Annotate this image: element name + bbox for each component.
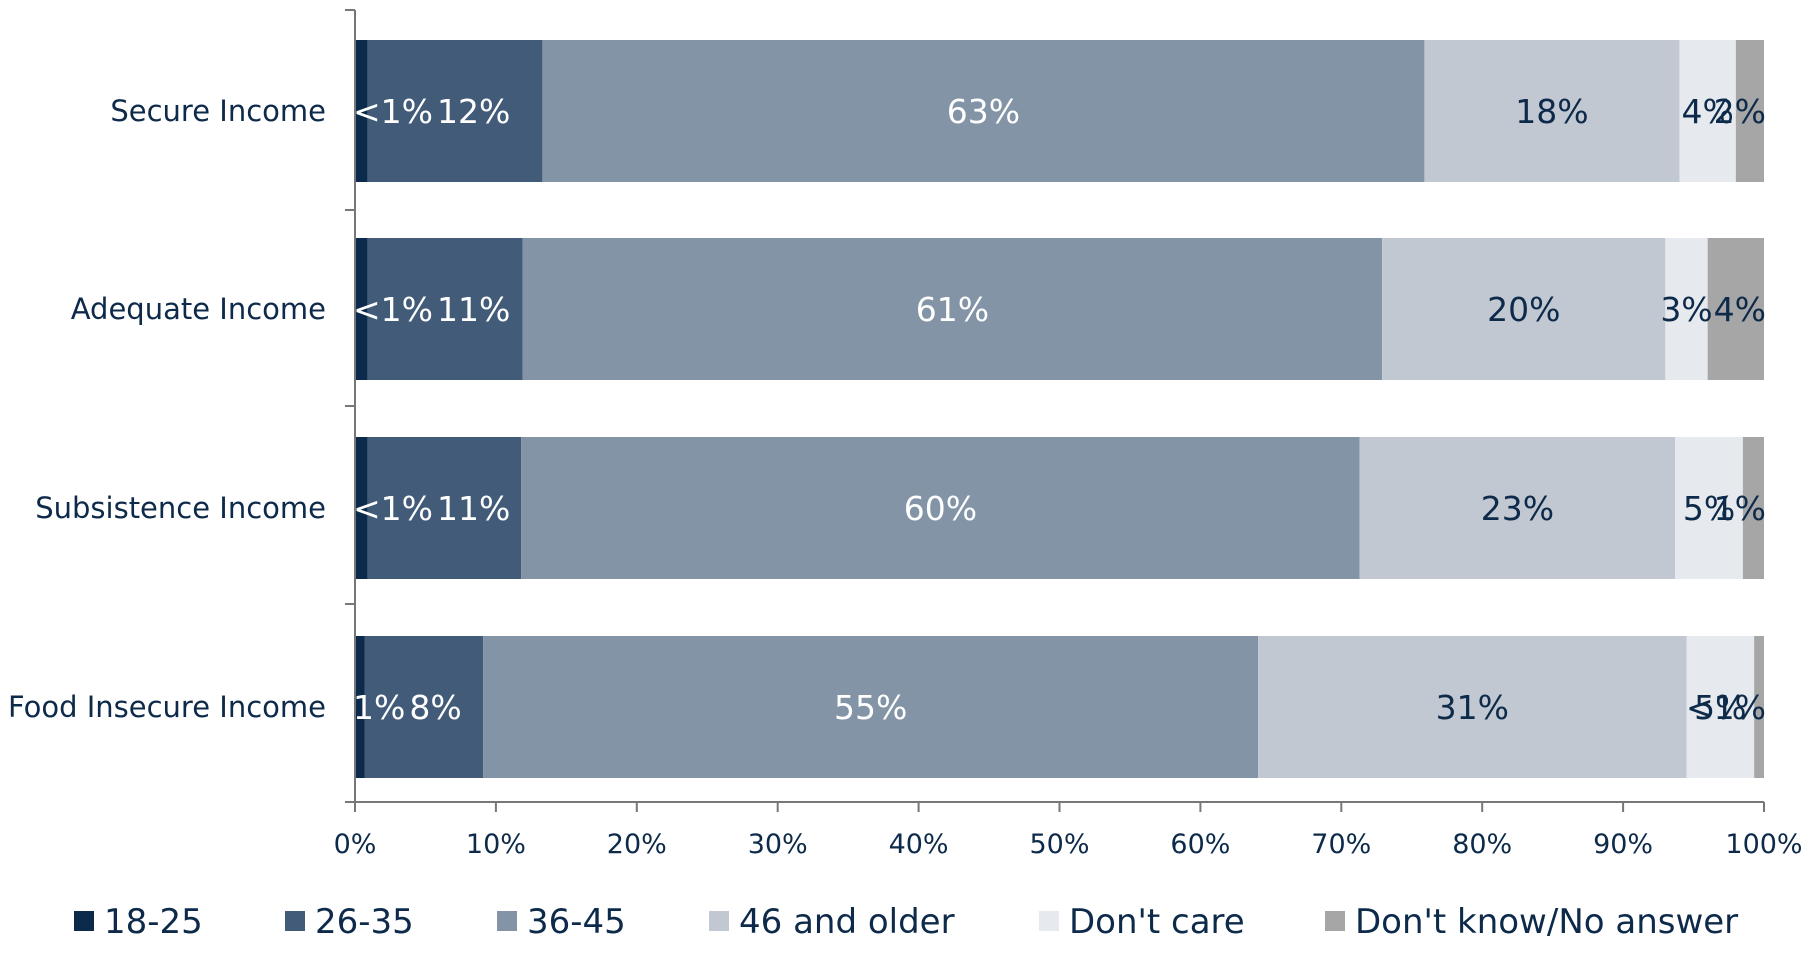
bar-segment [367,437,522,579]
bar-segment [1754,636,1764,778]
category-label: Secure Income [110,94,326,128]
legend-label: Don't know/No answer [1355,902,1738,942]
bar-segment [1382,238,1666,380]
bar-segment [522,238,1383,380]
legend-swatch [285,911,305,931]
x-tick-label: 100% [1725,829,1802,860]
legend-label: Don't care [1069,902,1245,942]
bar-segment [521,437,1360,579]
data-label: 12% [437,92,510,131]
bars-layer: <1% 12% 63% 18% 4%2%<1% 11% 61% 20% 3% 4%<1% 11% 60… [353,40,1766,778]
bar-segment [367,40,543,182]
legend-swatch [1039,911,1059,931]
legend-swatch [1325,911,1345,931]
data-label: 63% [947,92,1020,131]
data-label: 18% [1515,92,1588,131]
legend-swatch [497,911,517,931]
bar-segment [1424,40,1680,182]
data-label: <1% [353,92,433,131]
bar-segment [1359,437,1676,579]
data-label: 1% [1714,489,1766,528]
data-label: 31% [1436,688,1509,727]
legend-swatch [709,911,729,931]
axis-layer: Secure Income Adequate Income Subsistence … [8,9,1803,860]
x-tick-label: 80% [1452,829,1512,860]
data-label: 5% [1683,489,1735,528]
x-tick-label: 10% [466,829,526,860]
data-label: 61% [916,290,989,329]
bar-segment [1665,238,1708,380]
data-label: 20% [1487,290,1560,329]
bar-segment [1742,437,1764,579]
bar-segment [364,636,484,778]
bar-segment [355,40,368,182]
data-label: 11% [437,489,510,528]
data-label: 5% [1694,688,1746,727]
bar-segment [1707,238,1764,380]
x-tick-label: 20% [607,829,667,860]
data-label: 60% [904,489,977,528]
x-tick-label: 60% [1170,829,1230,860]
data-label: 1% [353,688,405,727]
legend: 18-25 26-35 36-45 46 and older Don't care Don… [74,902,1738,942]
category-label: Food Insecure Income [8,690,326,724]
data-label: 2% [1714,92,1766,131]
data-label: 55% [834,688,907,727]
bar-segment [542,40,1425,182]
bar-segment [483,636,1259,778]
x-tick-label: 90% [1593,829,1653,860]
data-label: 23% [1481,489,1554,528]
data-label: 3% [1660,290,1712,329]
data-label: 4% [1714,290,1766,329]
bar-segment [1735,40,1764,182]
data-label: <1% [353,489,433,528]
data-label: 11% [437,290,510,329]
x-tick-label: 70% [1311,829,1371,860]
x-tick-label: 0% [334,829,377,860]
bar-segment [1258,636,1687,778]
bar-segment [1686,636,1755,778]
category-label: Subsistence Income [35,491,326,525]
x-tick-label: 40% [889,829,949,860]
data-label: 4% [1681,92,1733,131]
category-label: Adequate Income [71,292,326,326]
legend-label: 36-45 [527,902,626,942]
x-tick-label: 50% [1029,829,1089,860]
bar-segment [355,636,365,778]
legend-label: 46 and older [739,902,955,942]
data-label: <1% [353,290,433,329]
x-tick-label: 30% [748,829,808,860]
bar-segment [1679,40,1736,182]
legend-label: 26-35 [315,902,414,942]
legend-label: 18-25 [104,902,203,942]
data-label: 8% [409,688,461,727]
bar-segment [355,238,368,380]
legend-swatch [74,911,94,931]
data-label: <1% [1686,688,1766,727]
bar-segment [367,238,523,380]
bar-segment [355,437,368,579]
bar-segment [1675,437,1743,579]
